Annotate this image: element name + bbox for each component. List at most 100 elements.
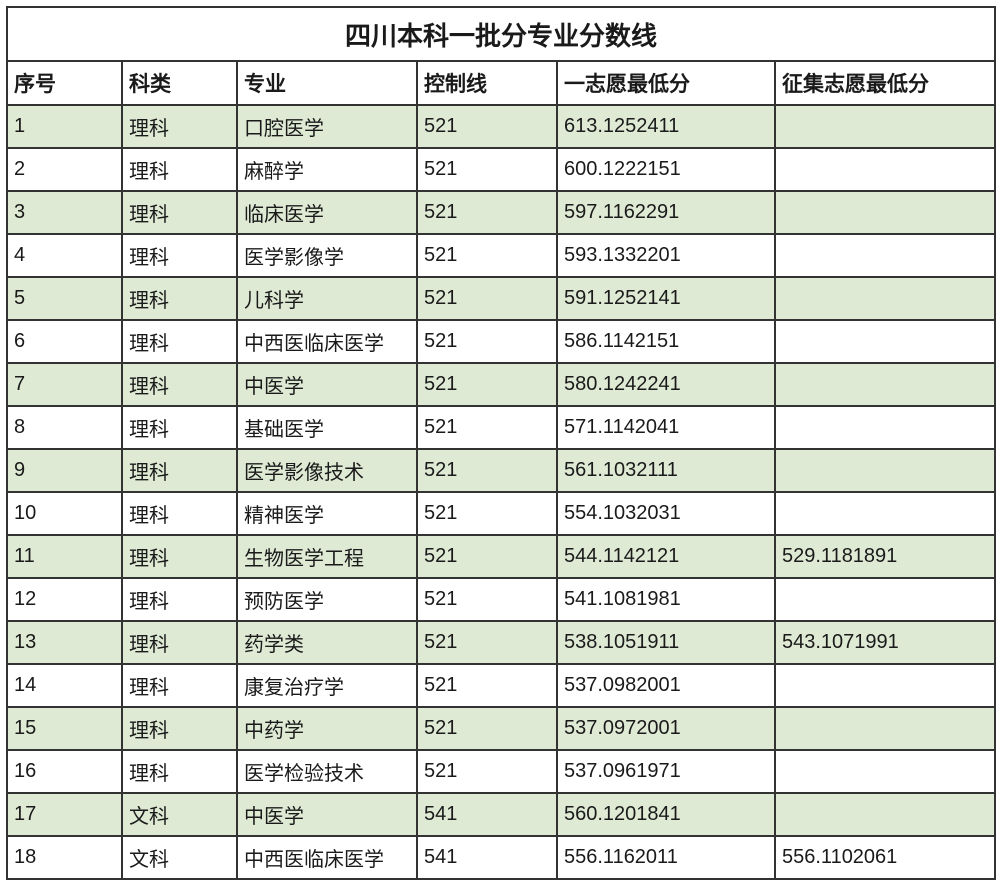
table-cell: 医学检验技术 bbox=[237, 750, 417, 793]
table-cell: 理科 bbox=[122, 707, 237, 750]
table-row: 12理科预防医学521541.1081981 bbox=[7, 578, 995, 621]
table-row: 11理科生物医学工程521544.1142121529.1181891 bbox=[7, 535, 995, 578]
table-cell bbox=[775, 578, 995, 621]
table-cell bbox=[775, 793, 995, 836]
table-row: 8理科基础医学521571.1142041 bbox=[7, 406, 995, 449]
table-cell: 521 bbox=[417, 449, 557, 492]
table-cell bbox=[775, 406, 995, 449]
table-cell: 521 bbox=[417, 363, 557, 406]
table-cell: 理科 bbox=[122, 750, 237, 793]
table-cell: 541 bbox=[417, 793, 557, 836]
table-cell: 554.1032031 bbox=[557, 492, 775, 535]
table-cell: 17 bbox=[7, 793, 122, 836]
table-cell: 4 bbox=[7, 234, 122, 277]
table-cell: 中药学 bbox=[237, 707, 417, 750]
table-cell: 541.1081981 bbox=[557, 578, 775, 621]
table-cell: 15 bbox=[7, 707, 122, 750]
table-cell: 中西医临床医学 bbox=[237, 320, 417, 363]
table-cell: 精神医学 bbox=[237, 492, 417, 535]
table-cell: 文科 bbox=[122, 793, 237, 836]
table-cell: 521 bbox=[417, 750, 557, 793]
table-cell: 521 bbox=[417, 105, 557, 148]
table-cell: 中医学 bbox=[237, 793, 417, 836]
table-row: 4理科医学影像学521593.1332201 bbox=[7, 234, 995, 277]
table-cell: 理科 bbox=[122, 492, 237, 535]
table-cell: 521 bbox=[417, 664, 557, 707]
table-cell: 3 bbox=[7, 191, 122, 234]
table-cell: 预防医学 bbox=[237, 578, 417, 621]
table-cell bbox=[775, 363, 995, 406]
table-row: 9理科医学影像技术521561.1032111 bbox=[7, 449, 995, 492]
table-cell: 586.1142151 bbox=[557, 320, 775, 363]
table-cell bbox=[775, 105, 995, 148]
table-cell: 中医学 bbox=[237, 363, 417, 406]
table-cell: 537.0982001 bbox=[557, 664, 775, 707]
table-cell: 理科 bbox=[122, 406, 237, 449]
table-row: 18文科中西医临床医学541556.1162011556.1102061 bbox=[7, 836, 995, 879]
table-row: 7理科中医学521580.1242241 bbox=[7, 363, 995, 406]
table-cell: 571.1142041 bbox=[557, 406, 775, 449]
table-cell: 理科 bbox=[122, 234, 237, 277]
table-cell: 麻醉学 bbox=[237, 148, 417, 191]
table-cell: 600.1222151 bbox=[557, 148, 775, 191]
table-cell: 理科 bbox=[122, 191, 237, 234]
table-row: 1理科口腔医学521613.1252411 bbox=[7, 105, 995, 148]
table-cell: 18 bbox=[7, 836, 122, 879]
table-cell: 医学影像学 bbox=[237, 234, 417, 277]
table-cell: 521 bbox=[417, 621, 557, 664]
table-cell: 理科 bbox=[122, 449, 237, 492]
table-cell: 521 bbox=[417, 148, 557, 191]
table-row: 15理科中药学521537.0972001 bbox=[7, 707, 995, 750]
table-row: 6理科中西医临床医学521586.1142151 bbox=[7, 320, 995, 363]
table-cell: 543.1071991 bbox=[775, 621, 995, 664]
table-row: 5理科儿科学521591.1252141 bbox=[7, 277, 995, 320]
table-cell: 6 bbox=[7, 320, 122, 363]
table-cell: 理科 bbox=[122, 535, 237, 578]
table-cell: 521 bbox=[417, 535, 557, 578]
table-cell: 537.0972001 bbox=[557, 707, 775, 750]
header-row: 序号 科类 专业 控制线 一志愿最低分 征集志愿最低分 bbox=[7, 61, 995, 105]
table-cell: 521 bbox=[417, 578, 557, 621]
table-cell: 521 bbox=[417, 320, 557, 363]
table-row: 2理科麻醉学521600.1222151 bbox=[7, 148, 995, 191]
table-cell: 文科 bbox=[122, 836, 237, 879]
table-cell: 药学类 bbox=[237, 621, 417, 664]
table-cell: 580.1242241 bbox=[557, 363, 775, 406]
table-cell: 13 bbox=[7, 621, 122, 664]
table-cell: 理科 bbox=[122, 320, 237, 363]
table-cell: 591.1252141 bbox=[557, 277, 775, 320]
table-cell: 529.1181891 bbox=[775, 535, 995, 578]
table-cell: 5 bbox=[7, 277, 122, 320]
table-row: 14理科康复治疗学521537.0982001 bbox=[7, 664, 995, 707]
table-cell: 理科 bbox=[122, 105, 237, 148]
table-cell: 基础医学 bbox=[237, 406, 417, 449]
table-cell: 理科 bbox=[122, 664, 237, 707]
col-control: 控制线 bbox=[417, 61, 557, 105]
table-cell bbox=[775, 191, 995, 234]
table-cell: 597.1162291 bbox=[557, 191, 775, 234]
table-cell: 593.1332201 bbox=[557, 234, 775, 277]
table-cell: 口腔医学 bbox=[237, 105, 417, 148]
table-cell: 521 bbox=[417, 406, 557, 449]
table-cell: 儿科学 bbox=[237, 277, 417, 320]
table-cell: 医学影像技术 bbox=[237, 449, 417, 492]
col-index: 序号 bbox=[7, 61, 122, 105]
table-cell: 10 bbox=[7, 492, 122, 535]
table-cell: 556.1102061 bbox=[775, 836, 995, 879]
table-cell: 中西医临床医学 bbox=[237, 836, 417, 879]
table-row: 17文科中医学541560.1201841 bbox=[7, 793, 995, 836]
table-row: 16理科医学检验技术521537.0961971 bbox=[7, 750, 995, 793]
table-cell: 理科 bbox=[122, 277, 237, 320]
col-collect: 征集志愿最低分 bbox=[775, 61, 995, 105]
table-row: 10理科精神医学521554.1032031 bbox=[7, 492, 995, 535]
table-cell: 11 bbox=[7, 535, 122, 578]
table-cell: 理科 bbox=[122, 621, 237, 664]
table-cell: 556.1162011 bbox=[557, 836, 775, 879]
table-cell bbox=[775, 148, 995, 191]
col-first-choice: 一志愿最低分 bbox=[557, 61, 775, 105]
table-cell: 理科 bbox=[122, 148, 237, 191]
table-cell: 康复治疗学 bbox=[237, 664, 417, 707]
table-cell: 560.1201841 bbox=[557, 793, 775, 836]
table-cell: 生物医学工程 bbox=[237, 535, 417, 578]
score-table: 四川本科一批分专业分数线 序号 科类 专业 控制线 一志愿最低分 征集志愿最低分… bbox=[6, 6, 996, 880]
